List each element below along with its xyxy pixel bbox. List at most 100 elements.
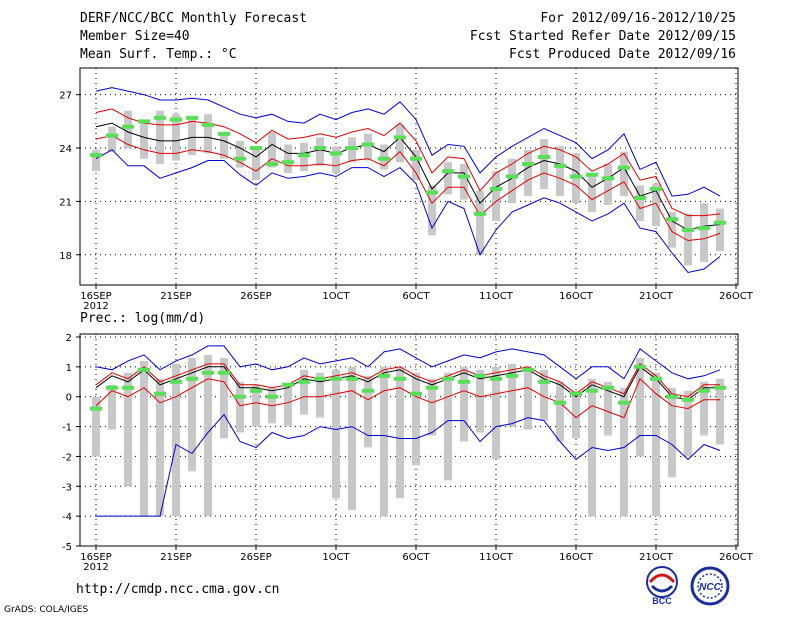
- p1-lower-envelope-line: [95, 149, 721, 274]
- p1-range-box: [172, 114, 180, 161]
- p1-observed-marker: [570, 174, 582, 179]
- p2-range-box: [476, 369, 484, 433]
- p2-observed-marker: [202, 370, 214, 375]
- p2-observed-marker: [650, 376, 662, 381]
- source-url[interactable]: http://cmdp.ncc.cma.gov.cn: [76, 582, 280, 597]
- p1-range-box: [204, 114, 212, 154]
- p1-x-tick-label: 1OCT: [322, 291, 350, 302]
- p2-plot-frame: [79, 333, 739, 547]
- p2-observed-marker: [106, 385, 118, 390]
- bcc-logo: BCC: [640, 566, 684, 606]
- p1-observed-marker: [490, 186, 502, 191]
- p2-y-tick-label: 1: [66, 363, 72, 374]
- p2-range-box: [140, 360, 148, 517]
- member-size: Member Size=40: [80, 29, 190, 44]
- p2-observed-marker: [698, 388, 710, 393]
- p1-observed-marker: [650, 186, 662, 191]
- p2-observed-marker: [218, 370, 230, 375]
- p2-range-box: [220, 357, 228, 439]
- p2-observed-marker: [394, 376, 406, 381]
- p1-range-box: [588, 174, 596, 213]
- forecast-period: For 2012/09/16-2012/10/25: [540, 11, 736, 26]
- p1-observed-marker: [506, 174, 518, 179]
- p1-range-box: [636, 185, 644, 221]
- p1-range-box: [268, 132, 276, 168]
- p2-range-box: [92, 396, 100, 457]
- p1-range-box: [220, 132, 228, 159]
- p2-observed-marker: [378, 373, 390, 378]
- p2-observed-marker: [122, 385, 134, 390]
- p2-upper-spread-line: [95, 363, 720, 398]
- bcc-logo-text: BCC: [652, 596, 672, 606]
- p1-range-box: [460, 164, 468, 200]
- p1-x-tick-label: 21SEP: [160, 291, 191, 302]
- p1-range-box: [284, 144, 292, 173]
- p1-observed-marker: [602, 176, 614, 181]
- p2-range-box: [444, 372, 452, 481]
- p1-observed-marker: [170, 117, 182, 122]
- p1-x-tick-label: 26SEP: [240, 291, 271, 302]
- p1-upper-envelope-line: [95, 87, 721, 197]
- p2-x-tick-label: 11OCT: [479, 552, 514, 563]
- p2-observed-marker: [330, 376, 342, 381]
- p2-observed-marker: [234, 394, 246, 399]
- p1-observed-marker: [250, 146, 262, 151]
- p1-range-box: [492, 171, 500, 221]
- p1-observed-marker: [586, 172, 598, 177]
- p1-x-tick-label: 11OCT: [479, 291, 514, 302]
- p2-observed-marker: [554, 400, 566, 405]
- p2-observed-marker: [186, 376, 198, 381]
- p2-observed-marker: [666, 394, 678, 399]
- p1-observed-marker: [666, 217, 678, 222]
- p1-y-tick-label: 27: [59, 91, 72, 102]
- p1-range-box: [236, 140, 244, 168]
- p2-observed-marker: [506, 373, 518, 378]
- p2-range-box: [508, 363, 516, 427]
- p2-range-box: [684, 390, 692, 457]
- p1-range-box: [716, 208, 724, 252]
- p1-observed-marker: [346, 146, 358, 151]
- p1-x-tick-label: 6OCT: [402, 291, 430, 302]
- p2-lower-spread-line: [95, 377, 720, 419]
- p2-observed-marker: [602, 385, 614, 390]
- p1-observed-marker: [202, 122, 214, 127]
- p2-range-box: [364, 375, 372, 448]
- p2-y-tick-label: 2: [66, 333, 72, 344]
- chart-title: DERF/NCC/BCC Monthly Forecast: [80, 11, 307, 26]
- ncc-logo: NCC: [688, 566, 732, 606]
- p2-observed-marker: [570, 391, 582, 396]
- p2-range-box: [556, 381, 564, 442]
- p1-observed-marker: [682, 227, 694, 232]
- p2-range-box: [620, 387, 628, 517]
- p1-x-tick-label: 26OCT: [719, 291, 754, 302]
- p2-observed-marker: [522, 367, 534, 372]
- p1-range-box: [508, 158, 516, 204]
- p1-range-box: [684, 213, 692, 266]
- p2-range-box: [572, 390, 580, 439]
- ncc-logo-text: NCC: [699, 582, 721, 593]
- p2-y-tick-label: -4: [62, 512, 72, 523]
- p1-range-box: [700, 203, 708, 262]
- p1-upper-spread-line: [95, 108, 721, 217]
- p1-observed-marker: [426, 190, 438, 195]
- p1-plot-frame: [79, 67, 739, 286]
- p2-x-tick-label: 16SEP: [80, 552, 111, 563]
- p2-observed-marker: [634, 364, 646, 369]
- p2-observed-marker: [90, 406, 102, 411]
- p2-observed-marker: [714, 385, 726, 390]
- p1-observed-marker: [538, 154, 550, 159]
- p1-range-box: [556, 146, 564, 197]
- p1-observed-marker: [298, 153, 310, 158]
- p2-range-box: [332, 369, 340, 499]
- p2-x-tick-label: 6OCT: [402, 552, 430, 563]
- p1-observed-marker: [106, 133, 118, 138]
- p1-range-box: [428, 185, 436, 236]
- p1-observed-marker: [634, 195, 646, 200]
- refer-date: Fcst Started Refer Date 2012/09/15: [469, 29, 736, 44]
- p1-x-tick-label: 16OCT: [559, 291, 594, 302]
- p2-range-box: [188, 357, 196, 472]
- grads-credit: GrADS: COLA/IGES: [4, 605, 89, 615]
- p1-range-box: [604, 164, 612, 205]
- p2-ensemble-mean-line: [95, 366, 720, 401]
- p1-observed-marker: [522, 162, 534, 167]
